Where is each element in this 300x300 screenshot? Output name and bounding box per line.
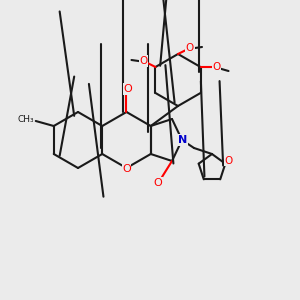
Text: N: N [178, 135, 188, 145]
Text: O: O [123, 84, 132, 94]
Text: O: O [122, 164, 131, 174]
Text: O: O [154, 178, 162, 188]
Text: CH₃: CH₃ [17, 116, 34, 124]
Text: O: O [140, 56, 148, 66]
Text: O: O [212, 62, 220, 72]
Text: O: O [224, 156, 232, 166]
Text: O: O [186, 43, 194, 53]
